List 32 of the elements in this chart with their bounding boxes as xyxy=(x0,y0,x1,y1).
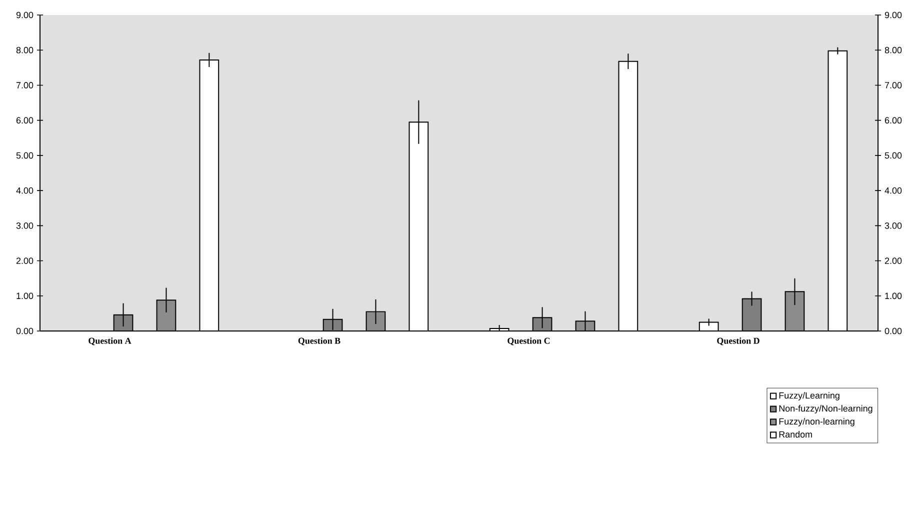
bar xyxy=(200,60,219,331)
y-tick-label: 4.00 xyxy=(16,187,34,194)
y-tick-label: 9.00 xyxy=(16,12,34,18)
x-tick-label: Question B xyxy=(298,338,340,346)
y2-tick-label: 0.00 xyxy=(884,328,902,334)
legend-label: Fuzzy/non-learning xyxy=(779,418,854,426)
y2-tick-label: 8.00 xyxy=(884,46,902,54)
legend-label: Non-fuzzy/Non-learning xyxy=(779,405,872,414)
legend-label: Random xyxy=(779,430,812,438)
legend-label: Fuzzy/Learning xyxy=(779,392,840,400)
y-tick-label: 1.00 xyxy=(16,292,34,300)
x-tick-label: Question D xyxy=(717,338,760,346)
y-tick-label: 2.00 xyxy=(16,258,34,264)
bar xyxy=(828,50,848,331)
y2-tick-label: 4.00 xyxy=(884,187,902,194)
bar xyxy=(618,61,638,331)
y2-tick-label: 3.00 xyxy=(884,222,902,229)
y-tick-label: 7.00 xyxy=(16,82,34,88)
y2-tick-label: 2.00 xyxy=(884,258,902,264)
x-tick-label: Question A xyxy=(88,338,132,346)
x-tick-label: Question C xyxy=(508,338,550,346)
y2-tick-label: 1.00 xyxy=(885,292,902,300)
y2-tick-label: 7.00 xyxy=(884,82,902,88)
y2-tick-label: 6.00 xyxy=(884,117,902,124)
y-tick-label: 0.00 xyxy=(16,328,34,334)
bar xyxy=(409,122,428,331)
y-tick-label: 3.00 xyxy=(16,222,34,229)
y-tick-label: 6.00 xyxy=(16,117,34,124)
y2-tick-label: 5.00 xyxy=(884,152,902,159)
y2-tick-label: 9.00 xyxy=(884,12,902,18)
y-tick-label: 8.00 xyxy=(16,46,34,54)
y-tick-label: 5.00 xyxy=(16,152,34,159)
